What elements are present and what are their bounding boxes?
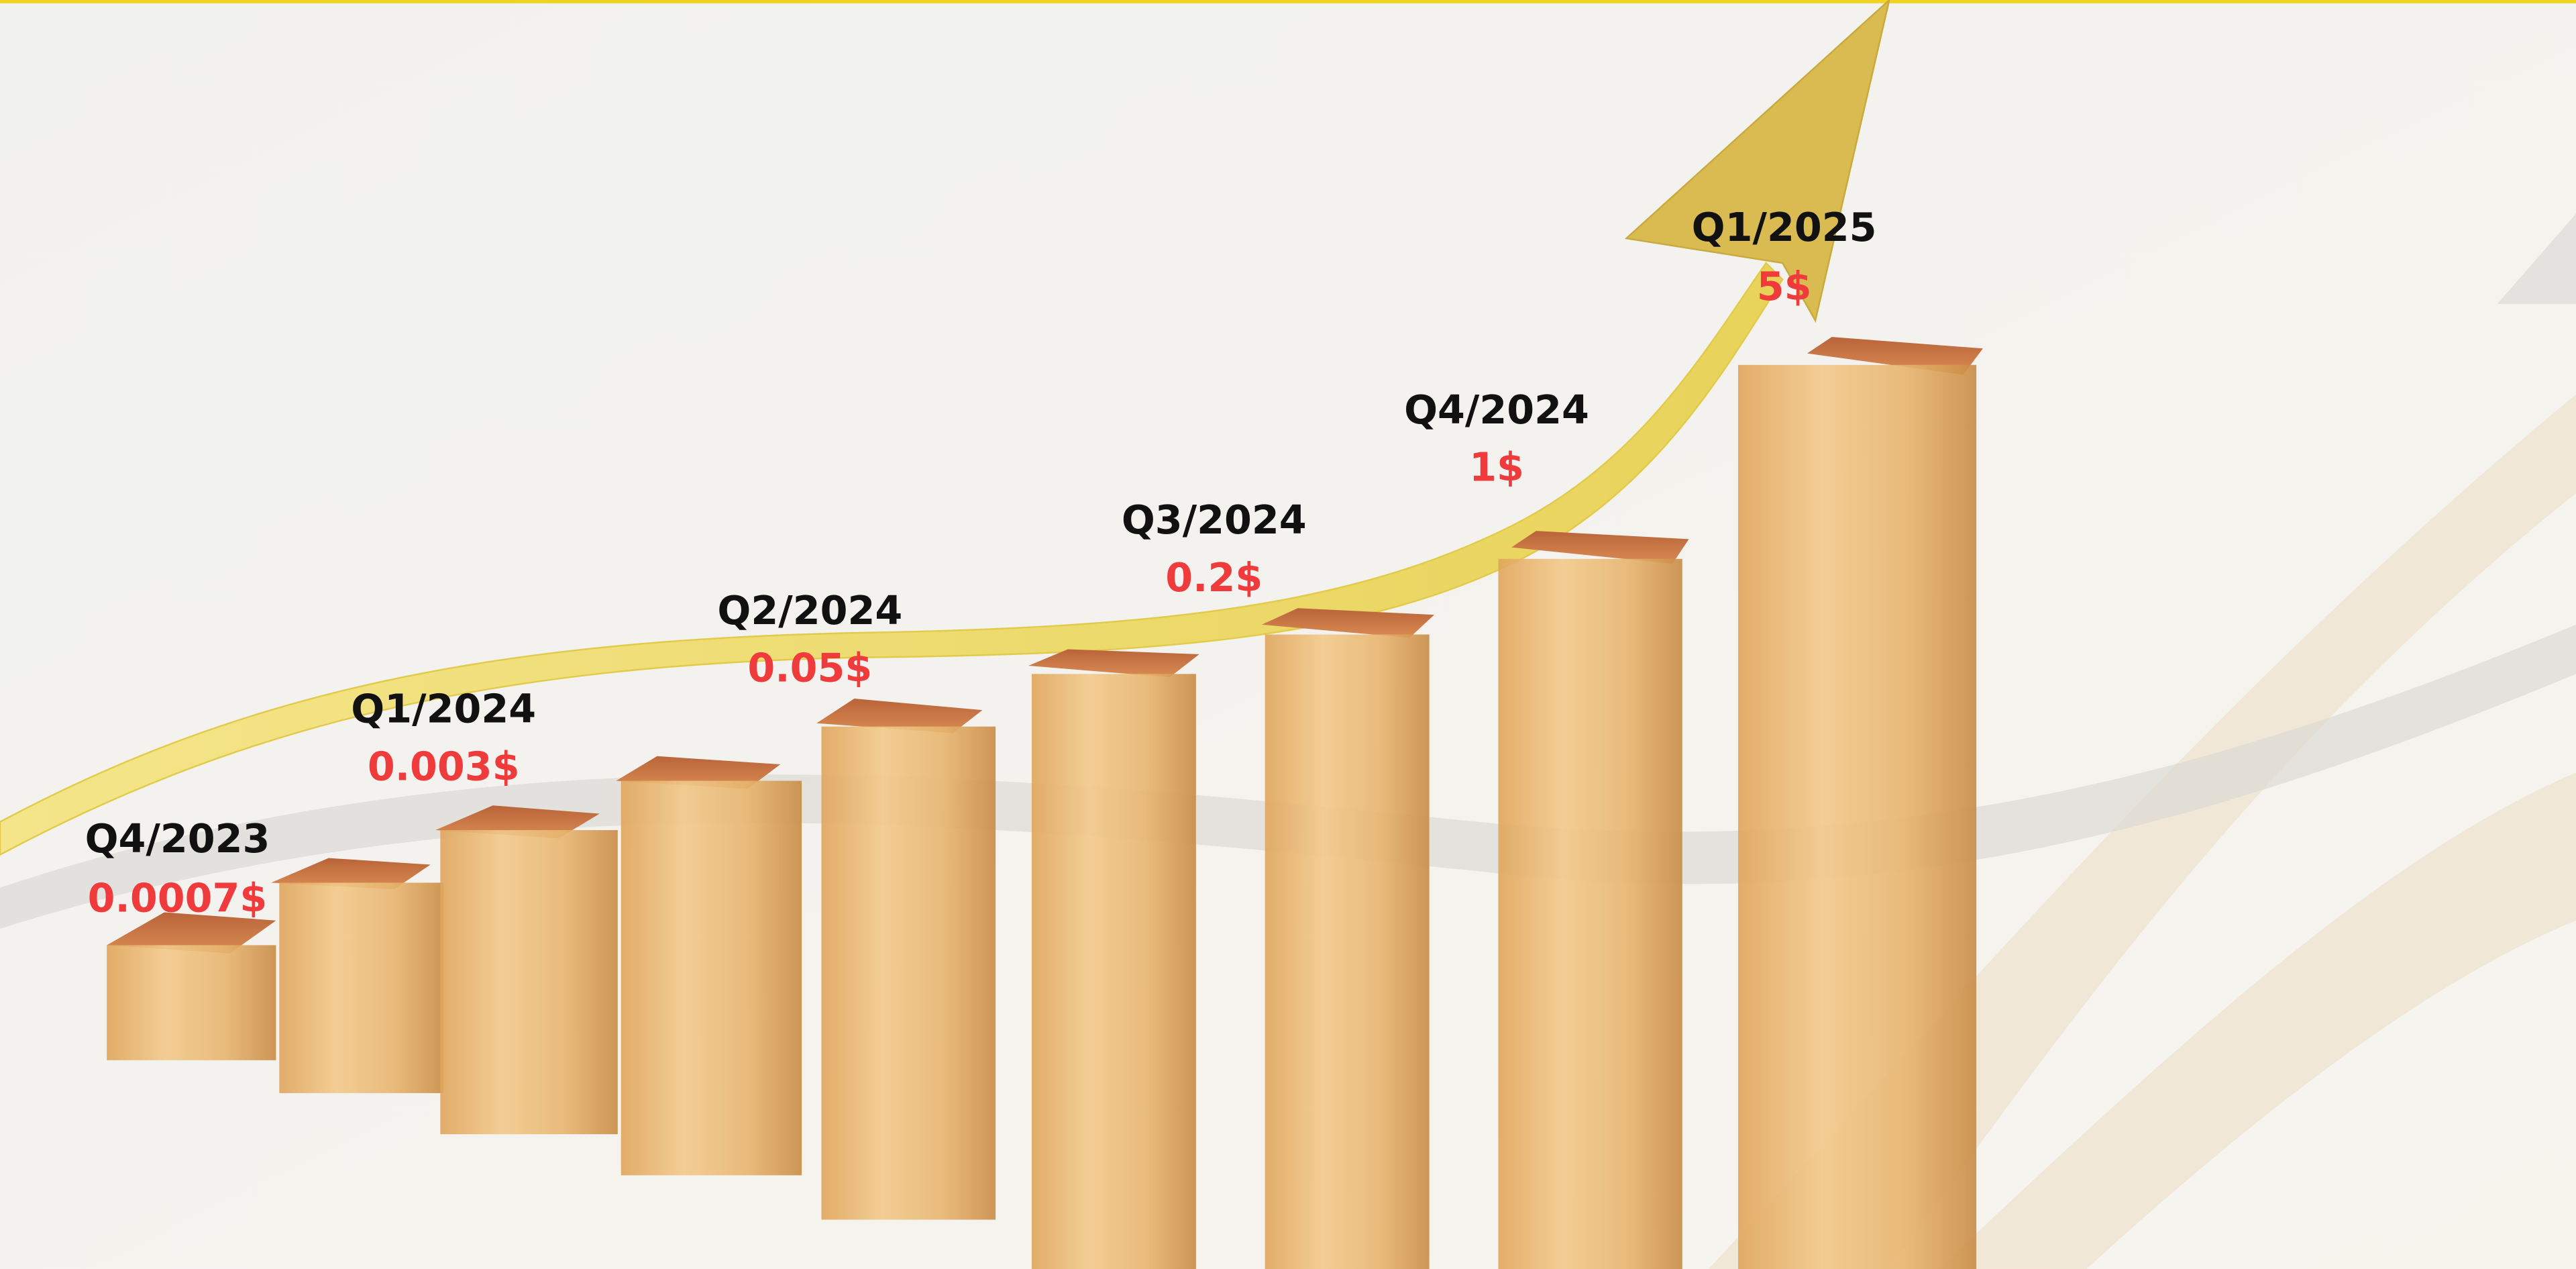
page: Q4/2023 0.0007$ Q1/2024 0.003$ Q2/2024 0…: [0, 0, 2576, 1269]
period-label: Q2/2024: [717, 587, 902, 633]
period-label: Q4/2023: [85, 815, 270, 862]
top-border: [0, 0, 2576, 3]
price-label: 0.05$: [747, 644, 872, 691]
price-label: 5$: [1757, 263, 1812, 309]
bar: [435, 805, 618, 1134]
period-label: Q4/2024: [1404, 387, 1589, 433]
bar: [1738, 337, 1983, 1269]
bar: [816, 699, 996, 1219]
price-label: 1$: [1469, 444, 1524, 491]
bar: [1262, 608, 1434, 1269]
price-label: 0.003$: [368, 743, 520, 789]
period-label: Q3/2024: [1122, 497, 1307, 543]
price-label: 0.0007$: [88, 874, 268, 921]
bar: [1028, 650, 1199, 1269]
bar: [616, 756, 802, 1176]
bar: [1498, 531, 1688, 1269]
period-label: Q1/2024: [351, 686, 536, 732]
period-label: Q1/2025: [1692, 204, 1877, 250]
bar: [271, 858, 443, 1093]
bar: [107, 912, 276, 1060]
price-label: 0.2$: [1165, 554, 1263, 601]
scene: Q4/2023 0.0007$ Q1/2024 0.003$ Q2/2024 0…: [0, 0, 2576, 1269]
